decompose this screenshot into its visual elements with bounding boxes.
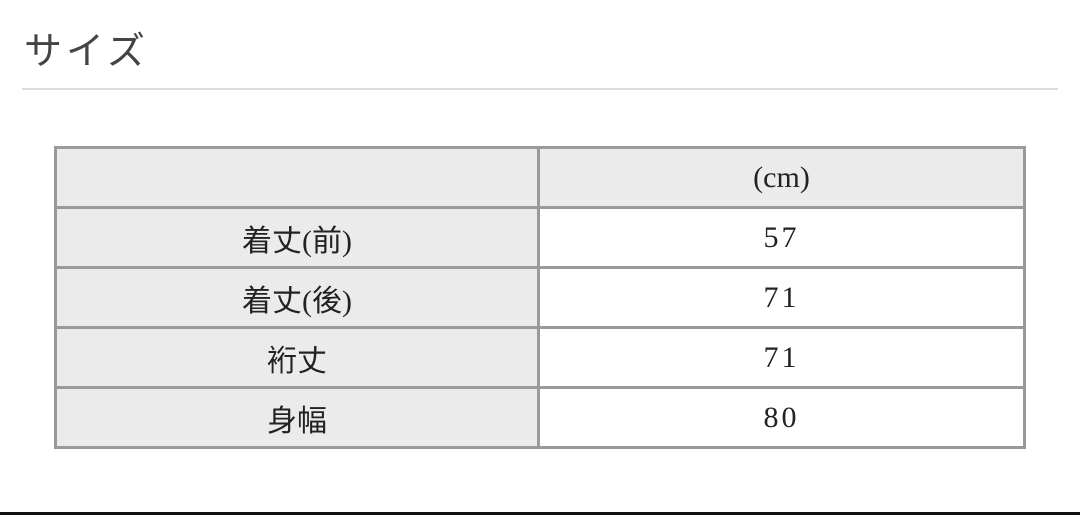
size-table: (cm) 着丈(前) 57 着丈(後) 71 裄丈 71 身幅 80	[54, 146, 1026, 449]
title-divider	[22, 88, 1058, 90]
header-cell-label	[54, 146, 540, 209]
table-row: 着丈(後) 71	[54, 266, 1026, 329]
table-row: 着丈(前) 57	[54, 206, 1026, 269]
row-value: 57	[537, 206, 1026, 269]
row-label: 着丈(後)	[54, 266, 540, 329]
table-header-row: (cm)	[54, 146, 1026, 209]
row-value: 71	[537, 326, 1026, 389]
row-label: 身幅	[54, 386, 540, 449]
table-row: 裄丈 71	[54, 326, 1026, 389]
table-row: 身幅 80	[54, 386, 1026, 449]
row-label: 着丈(前)	[54, 206, 540, 269]
row-value: 80	[537, 386, 1026, 449]
bottom-divider	[0, 512, 1080, 515]
section-title: サイズ	[24, 29, 149, 73]
row-value: 71	[537, 266, 1026, 329]
header-cell-unit: (cm)	[537, 146, 1026, 209]
row-label: 裄丈	[54, 326, 540, 389]
